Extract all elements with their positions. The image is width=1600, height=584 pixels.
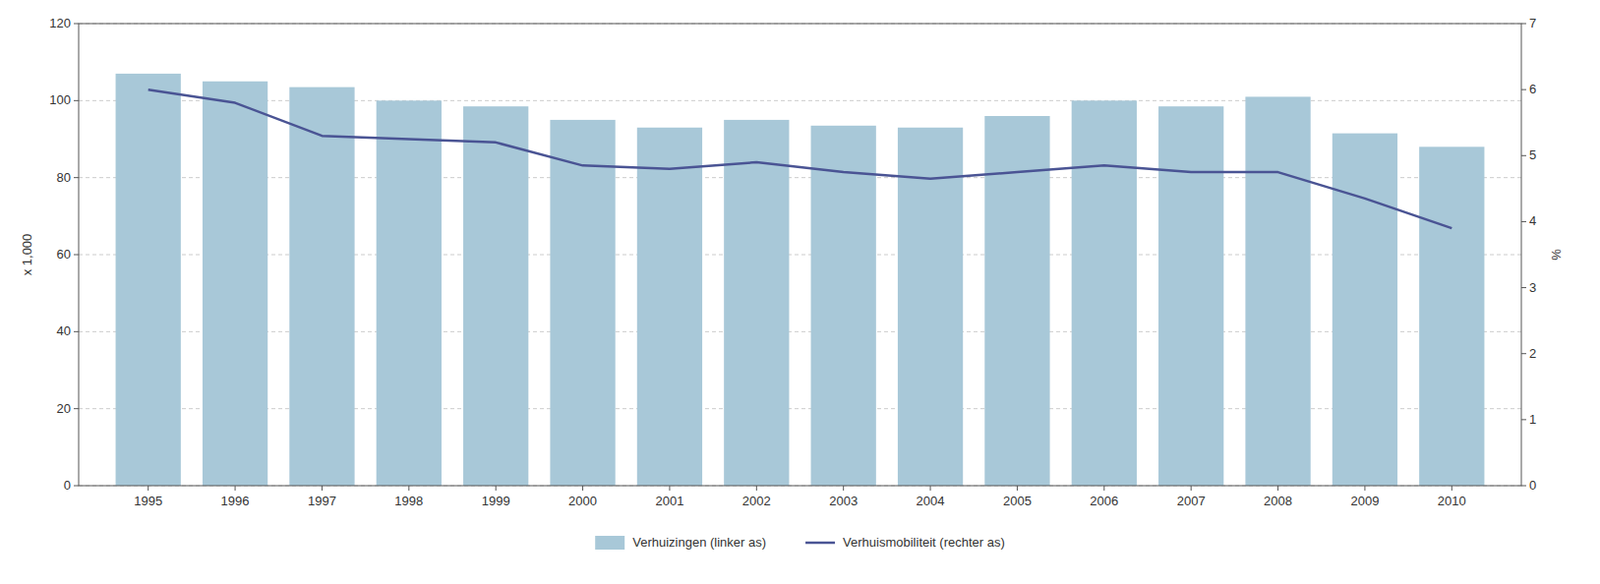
bar	[289, 87, 355, 486]
legend-item: Verhuizingen (linker as)	[594, 534, 767, 550]
x-tick	[582, 485, 584, 491]
y-tick-label: 20	[57, 401, 71, 416]
x-tick	[1190, 485, 1192, 491]
x-tick	[1016, 485, 1018, 491]
y2-tick-label: 6	[1529, 81, 1537, 97]
bar	[1158, 106, 1224, 486]
x-tick	[1363, 485, 1365, 491]
y2-tick	[1521, 221, 1527, 223]
y2-tick	[1521, 23, 1527, 25]
chart: 1995199619971998199920002001200220032004…	[0, 0, 1600, 584]
x-tick	[842, 485, 844, 491]
y2-tick-label: 1	[1529, 412, 1537, 427]
y2-tick-label: 3	[1529, 280, 1537, 296]
plot-area	[116, 73, 1485, 486]
y2-tick	[1521, 418, 1527, 420]
bar	[202, 81, 268, 486]
x-tick	[668, 485, 670, 491]
y2-tick-label: 7	[1529, 15, 1537, 31]
y2-tick	[1521, 485, 1527, 487]
x-tick-label: 2006	[1089, 493, 1119, 509]
legend-swatch	[594, 535, 625, 550]
grid	[78, 23, 1522, 486]
legend-item: Verhuismobiliteit (rechter as)	[805, 534, 1006, 550]
bar	[1419, 146, 1484, 486]
x-tick-label: 2004	[916, 493, 946, 509]
y-tick-label: 80	[57, 170, 71, 185]
y2-tick-label: 4	[1529, 213, 1537, 229]
x-tick-label: 1996	[221, 493, 250, 509]
y-tick-label: 100	[49, 92, 71, 108]
x-tick-label: 1998	[394, 493, 423, 509]
y2-tick	[1521, 155, 1527, 157]
x-tick	[1451, 485, 1453, 491]
x-tick-label: 2008	[1263, 493, 1293, 509]
frame	[78, 23, 1522, 486]
y-tick	[73, 331, 79, 333]
y-tick	[73, 100, 79, 102]
y-tick	[73, 485, 79, 487]
axes: 1995199619971998199920002001200220032004…	[49, 15, 1537, 509]
bar-series	[116, 73, 1485, 486]
y2-tick	[1521, 89, 1527, 91]
y2-tick-label: 5	[1529, 147, 1537, 163]
bar	[1332, 133, 1398, 486]
x-tick	[1277, 485, 1279, 491]
x-tick	[235, 485, 237, 491]
bar	[463, 106, 529, 486]
x-tick	[147, 485, 149, 491]
x-tick	[495, 485, 497, 491]
y-tick	[73, 408, 79, 410]
bar	[811, 125, 877, 486]
y-axis-label: x 1,000	[19, 234, 35, 277]
bar	[116, 73, 181, 486]
y-tick-label: 0	[63, 477, 71, 493]
line	[148, 89, 1453, 229]
x-tick-label: 2001	[654, 493, 684, 509]
bar	[549, 119, 615, 486]
x-tick-label: 2007	[1177, 493, 1206, 509]
y-tick	[73, 177, 79, 178]
y-tick-label: 40	[57, 323, 71, 339]
x-tick-label: 2005	[1003, 493, 1032, 509]
x-tick-label: 1999	[481, 493, 511, 509]
y-tick-label: 60	[57, 246, 71, 262]
y2-tick	[1521, 353, 1527, 355]
y-tick	[73, 23, 79, 25]
bar	[376, 100, 442, 486]
legend: Verhuizingen (linker as) Verhuismobilitei…	[594, 534, 1006, 550]
x-tick-label: 2000	[568, 493, 597, 509]
legend-label: Verhuismobiliteit (rechter as)	[842, 534, 1006, 550]
y2-tick-label: 2	[1529, 346, 1537, 361]
x-tick-label: 1997	[307, 493, 337, 509]
x-tick	[1103, 485, 1105, 491]
bar	[1244, 96, 1310, 486]
y2-axis-label: %	[1548, 248, 1564, 261]
y-tick	[73, 254, 79, 256]
x-tick	[321, 485, 323, 491]
x-tick	[930, 485, 932, 491]
x-tick-label: 2003	[829, 493, 858, 509]
x-tick	[408, 485, 410, 491]
legend-label: Verhuizingen (linker as)	[632, 534, 767, 550]
bar	[637, 127, 703, 486]
x-tick-label: 1995	[133, 493, 163, 509]
x-tick-label: 2002	[742, 493, 771, 509]
x-tick	[756, 485, 758, 491]
y2-tick	[1521, 287, 1527, 289]
y-tick-label: 120	[49, 15, 71, 31]
bar	[897, 127, 963, 486]
bar	[1071, 100, 1137, 486]
x-tick-label: 2010	[1437, 493, 1467, 509]
legend-swatch	[805, 541, 835, 545]
y2-tick-label: 0	[1529, 477, 1537, 493]
bar	[723, 119, 789, 486]
x-tick-label: 2009	[1350, 493, 1379, 509]
